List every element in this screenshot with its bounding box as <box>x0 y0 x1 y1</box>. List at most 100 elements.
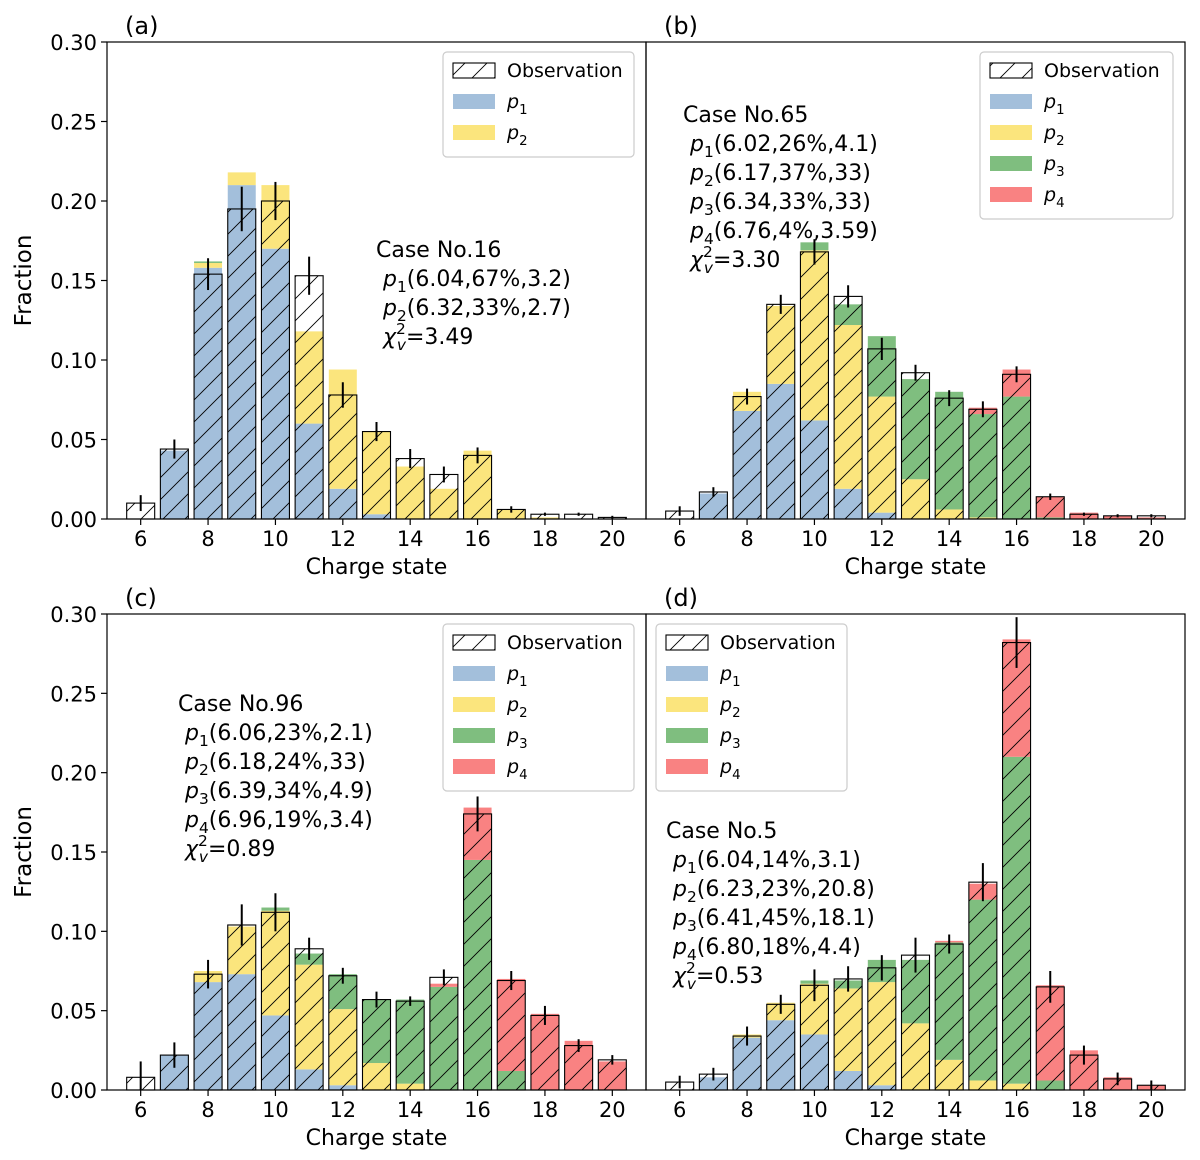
observation-bar <box>766 303 796 520</box>
param-line: p1(6.04,14%,3.1) <box>672 848 861 877</box>
chi2-line: χ2 v=0.89 <box>184 832 275 866</box>
case-title: Case No.96 <box>178 692 303 717</box>
observation-bar <box>463 454 493 520</box>
x-axis-label: Charge state <box>306 555 448 580</box>
observation-bar <box>1035 496 1065 520</box>
legend-label: Observation <box>1044 60 1160 82</box>
param-line: p2(6.17,37%,33) <box>689 161 871 190</box>
x-tick-label: 12 <box>329 1098 356 1122</box>
y-tick-label: 0.30 <box>50 603 97 627</box>
observation-bar <box>732 396 762 520</box>
observation-bar <box>900 372 931 520</box>
x-tick-label: 6 <box>134 527 147 551</box>
legend-label: p1 <box>1043 91 1065 118</box>
x-tick-label: 20 <box>599 527 626 551</box>
param-line: p4(6.80,18%,4.4) <box>672 935 861 964</box>
observation-bar <box>934 397 964 520</box>
param-line: p4(6.76,4%,3.59) <box>689 219 878 248</box>
observation-bar <box>463 813 493 1091</box>
legend-swatch-p2 <box>453 125 495 140</box>
panel-label: (c) <box>125 584 157 612</box>
x-tick-label: 20 <box>1138 527 1165 551</box>
panel-label: (a) <box>125 12 158 40</box>
legend-label: p1 <box>506 663 528 690</box>
y-tick-label: 0.25 <box>50 682 97 706</box>
y-tick-label: 0.00 <box>50 508 97 532</box>
param-line: p2(6.32,33%,2.7) <box>382 296 571 325</box>
legend-label: p3 <box>506 725 528 752</box>
legend-swatch-p3 <box>453 728 495 743</box>
legend-label: p4 <box>1043 184 1065 211</box>
x-tick-label: 8 <box>740 1098 753 1122</box>
legend-swatch-observation <box>452 634 496 651</box>
y-tick-label: 0.10 <box>50 349 97 373</box>
x-tick-label: 10 <box>801 1098 828 1122</box>
x-tick-label: 6 <box>673 1098 686 1122</box>
legend-swatch-p2 <box>453 697 495 712</box>
x-tick-label: 10 <box>262 1098 289 1122</box>
observation-bar <box>934 943 964 1091</box>
legend-swatch-p4 <box>453 759 495 774</box>
panel-b: (b) 6 8 10 12 14 16 18 20 Charge state Case No.65 p… <box>645 12 1186 580</box>
x-tick-label: 6 <box>134 1098 147 1122</box>
legend-label: p2 <box>506 694 528 721</box>
observation-bar <box>766 1003 796 1091</box>
y-tick-label: 0.20 <box>50 762 97 786</box>
chi2-line: χ2 v=0.53 <box>672 959 763 993</box>
x-tick-label: 6 <box>673 527 686 551</box>
case-title: Case No.65 <box>683 103 808 128</box>
param-line: p2(6.23,23%,20.8) <box>672 877 875 906</box>
y-axis-label: Fraction <box>11 806 37 898</box>
x-tick-label: 8 <box>740 527 753 551</box>
legend-swatch-observation <box>989 62 1033 79</box>
panel-d: (d) 6 8 10 12 14 16 18 20 Charge state Case No.5 p1… <box>645 584 1186 1151</box>
observation-bar <box>530 1014 560 1091</box>
param-line: p1(6.02,26%,4.1) <box>689 132 878 161</box>
legend-swatch-observation <box>452 62 496 79</box>
legend-swatch-p4 <box>990 187 1032 202</box>
observation-bar <box>900 954 931 1091</box>
legend-label: p4 <box>719 756 741 783</box>
y-axis-label: Fraction <box>11 235 37 327</box>
observation-bar <box>1002 642 1032 1091</box>
param-line: p3(6.41,45%,18.1) <box>672 906 875 935</box>
observation-bar <box>361 430 392 520</box>
x-tick-label: 16 <box>1003 527 1030 551</box>
panel-c: (c) 0.00 0.05 0.10 0.15 0.20 0.25 0.30 Fraction 6… <box>11 584 647 1151</box>
panel-label: (b) <box>664 12 698 40</box>
param-line: p1(6.06,23%,2.1) <box>184 721 373 750</box>
legend-swatch-p1 <box>453 666 495 681</box>
observation-bar <box>260 911 290 1091</box>
observation-bar <box>867 967 897 1091</box>
observation-bar <box>193 973 223 1091</box>
x-tick-label: 14 <box>397 1098 424 1122</box>
observation-bar <box>867 348 897 520</box>
legend-label: p1 <box>506 91 528 118</box>
y-tick-label: 0.05 <box>50 429 97 453</box>
x-tick-label: 20 <box>1138 1098 1165 1122</box>
y-tick-label: 0.20 <box>50 190 97 214</box>
legend-swatch-p3 <box>666 728 708 743</box>
param-line: p1(6.04,67%,3.2) <box>382 267 571 296</box>
observation-bar <box>328 394 358 520</box>
observation-bar <box>395 458 425 520</box>
legend-label: p3 <box>1043 153 1065 180</box>
observation-bar <box>395 1000 425 1091</box>
x-tick-label: 16 <box>464 1098 491 1122</box>
x-tick-label: 18 <box>1071 527 1098 551</box>
y-tick-label: 0.10 <box>50 920 97 944</box>
x-tick-label: 12 <box>868 1098 895 1122</box>
observation-bar <box>227 924 257 1091</box>
x-tick-label: 12 <box>868 527 895 551</box>
panel-a: (a) 0.00 0.05 0.10 0.15 0.20 0.25 0.30 Fraction 6… <box>11 12 647 580</box>
observation-bar <box>361 999 392 1091</box>
y-tick-label: 0.30 <box>50 31 97 55</box>
x-tick-label: 20 <box>599 1098 626 1122</box>
observation-bar <box>328 975 358 1091</box>
legend-swatch-p1 <box>666 666 708 681</box>
legend-label: p4 <box>506 756 528 783</box>
y-tick-label: 0.25 <box>50 111 97 135</box>
legend-swatch-p4 <box>666 759 708 774</box>
observation-bar <box>260 200 290 520</box>
